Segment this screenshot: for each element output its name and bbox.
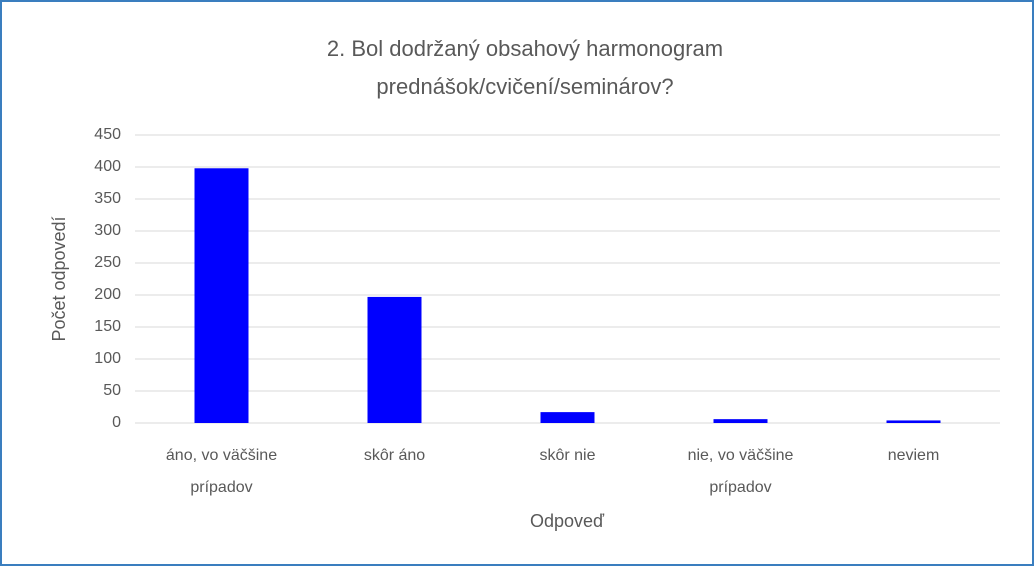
y-tick-label: 350 xyxy=(94,190,121,207)
y-tick-label: 100 xyxy=(94,350,121,367)
x-tick-label: nie, vo väčšine prípadov xyxy=(688,447,794,496)
x-tick-label: neviem xyxy=(888,447,940,464)
x-tick-label: skôr áno xyxy=(364,447,425,464)
bar xyxy=(194,168,249,423)
y-tick-label: 400 xyxy=(94,158,121,175)
y-tick-label: 250 xyxy=(94,254,121,271)
chart-title: 2. Bol dodržaný obsahový harmonogram xyxy=(327,36,723,61)
y-tick-label: 50 xyxy=(103,382,121,399)
y-tick-label: 0 xyxy=(112,414,121,431)
bar xyxy=(886,420,941,423)
x-tick-label: skôr nie xyxy=(539,447,595,464)
y-axis-title: Počet odpovedí xyxy=(49,216,69,341)
x-tick-label: áno, vo väčšine prípadov xyxy=(166,447,277,496)
y-tick-label: 150 xyxy=(94,318,121,335)
y-tick-label: 300 xyxy=(94,222,121,239)
bar xyxy=(713,419,768,423)
bar xyxy=(540,412,595,423)
y-tick-label: 450 xyxy=(94,126,121,143)
y-tick-label: 200 xyxy=(94,286,121,303)
chart-title: prednášok/cvičení/seminárov? xyxy=(376,74,673,99)
bar xyxy=(367,296,422,423)
x-axis-title: Odpoveď xyxy=(530,511,605,531)
